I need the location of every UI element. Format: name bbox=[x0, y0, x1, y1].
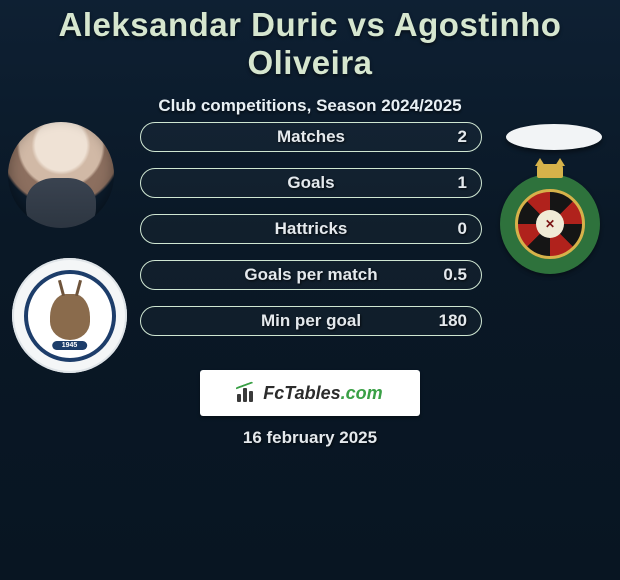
stat-row: Goals 1 bbox=[140, 168, 482, 198]
stat-label: Matches bbox=[277, 127, 345, 147]
club-right-crest: ✕ bbox=[500, 174, 600, 274]
stat-label: Min per goal bbox=[261, 311, 361, 331]
stat-value: 1 bbox=[458, 173, 467, 193]
fctables-badge[interactable]: FcTables.com bbox=[200, 370, 420, 416]
stat-row: Hattricks 0 bbox=[140, 214, 482, 244]
club-left-year-banner: 1945 bbox=[52, 341, 88, 350]
badge-brand: FcTables bbox=[263, 383, 340, 403]
stat-value: 0.5 bbox=[443, 265, 467, 285]
stat-label: Goals bbox=[287, 173, 334, 193]
stat-value: 0 bbox=[458, 219, 467, 239]
badge-domain: .com bbox=[341, 383, 383, 403]
stat-value: 180 bbox=[439, 311, 467, 331]
stat-value: 2 bbox=[458, 127, 467, 147]
crown-icon bbox=[537, 164, 563, 178]
comparison-date: 16 february 2025 bbox=[0, 428, 620, 448]
club-left-crest: 1945 bbox=[12, 258, 127, 373]
subtitle: Club competitions, Season 2024/2025 bbox=[0, 96, 620, 116]
bar-chart-icon bbox=[237, 384, 257, 402]
stat-row: Min per goal 180 bbox=[140, 306, 482, 336]
player-left-avatar bbox=[8, 122, 114, 228]
stat-label: Goals per match bbox=[244, 265, 377, 285]
stats-panel: Matches 2 Goals 1 Hattricks 0 Goals per … bbox=[140, 122, 482, 352]
page-title: Aleksandar Duric vs Agostinho Oliveira bbox=[0, 0, 620, 82]
club-right-center-glyph: ✕ bbox=[536, 210, 564, 238]
stat-row: Goals per match 0.5 bbox=[140, 260, 482, 290]
stat-label: Hattricks bbox=[275, 219, 348, 239]
stat-row: Matches 2 bbox=[140, 122, 482, 152]
deer-icon bbox=[50, 294, 90, 340]
badge-text: FcTables.com bbox=[263, 383, 382, 404]
player-right-avatar bbox=[506, 124, 602, 150]
